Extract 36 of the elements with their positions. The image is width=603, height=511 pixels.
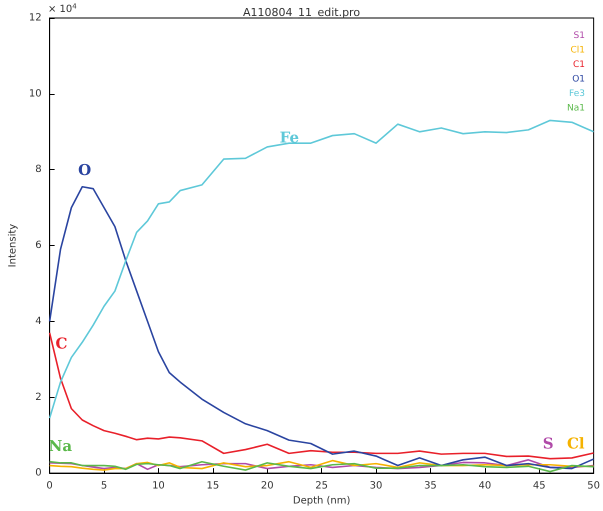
x-tick-label: 40 <box>478 480 492 492</box>
line-series <box>48 186 594 470</box>
y-tick-label: 6 <box>35 240 42 252</box>
text: Fe3 <box>569 89 585 99</box>
annotation: Fe <box>280 128 300 147</box>
annotation: S <box>542 434 554 452</box>
annotation: O <box>78 160 92 179</box>
y-tick-label: 0 <box>35 468 42 479</box>
text: S1 <box>574 31 585 41</box>
x-tick-label: 35 <box>424 480 437 492</box>
x-tick-label: 30 <box>370 480 382 492</box>
text: O1 <box>572 74 585 84</box>
text: Cl1 <box>570 46 585 56</box>
x-axis-title: Depth (nm) <box>292 496 350 506</box>
line-series <box>48 332 594 460</box>
x-tick-label: 15 <box>206 480 220 492</box>
x-tick-label: 50 <box>587 480 600 492</box>
x-tick-label: 45 <box>532 480 546 492</box>
y-tick-label: 4 <box>35 316 42 327</box>
x-tick-label: 20 <box>260 480 274 492</box>
y-tick-label: 12 <box>28 12 42 24</box>
annotation: C <box>56 334 68 353</box>
chart-title: A110804_11_edit.pro <box>242 6 360 19</box>
x-tick-label: 25 <box>315 480 328 492</box>
y-tick-label: 2 <box>35 392 42 403</box>
x-tick-label: 5 <box>100 480 108 492</box>
annotation: Cl <box>566 434 585 452</box>
annotation: Na <box>48 436 72 455</box>
y-tick-label: 10 <box>28 88 42 100</box>
line-series <box>48 120 594 419</box>
text: C1 <box>572 60 585 70</box>
y-tick-label: 8 <box>35 164 42 176</box>
x-tick-label: 10 <box>152 480 165 492</box>
text: Na1 <box>567 104 585 114</box>
y-axis-title: Intensity <box>8 224 18 268</box>
x-tick-label: 0 <box>46 480 53 492</box>
